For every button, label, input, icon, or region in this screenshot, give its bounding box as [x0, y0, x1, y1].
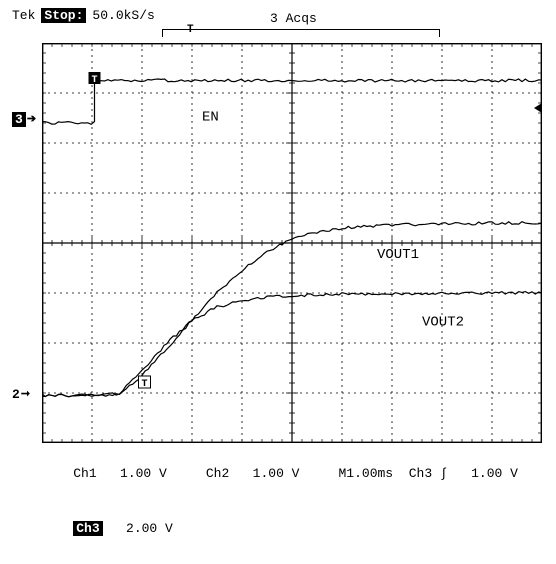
acquisitions-label: 3 Acqs — [270, 11, 317, 26]
svg-text:VOUT1: VOUT1 — [377, 247, 419, 263]
timebase: M1.00ms — [339, 466, 394, 481]
sample-rate: 50.0kS/s — [92, 8, 154, 23]
ch1-scale: Ch1 1.00 V — [73, 466, 167, 481]
svg-text:T: T — [91, 75, 97, 86]
brand-label: Tek — [12, 8, 35, 23]
plot-area: 3➔ 2➞ TTENVOUT1VOUT2 — [42, 43, 548, 443]
oscilloscope-plot: T T EN VOUT1 VOUT2 — [42, 43, 542, 443]
ch3-scale: 2.00 V — [126, 521, 173, 536]
ch2-ground-marker: 2➞ — [12, 387, 30, 402]
acquisition-bracket: T 3 Acqs — [8, 25, 548, 41]
trigger-source: Ch3 ∫ 1.00 V — [409, 466, 518, 481]
ch3-label: Ch3 — [73, 521, 102, 536]
svg-text:T: T — [141, 379, 147, 390]
footer: Ch1 1.00 V Ch2 1.00 V M1.00ms Ch3 ∫ 1.00… — [42, 447, 548, 556]
svg-text:EN: EN — [202, 110, 219, 126]
mode-badge: Stop: — [41, 8, 86, 23]
svg-text:VOUT2: VOUT2 — [422, 315, 464, 331]
ch2-scale: Ch2 1.00 V — [206, 466, 300, 481]
ch3-ground-marker: 3➔ — [12, 112, 36, 127]
